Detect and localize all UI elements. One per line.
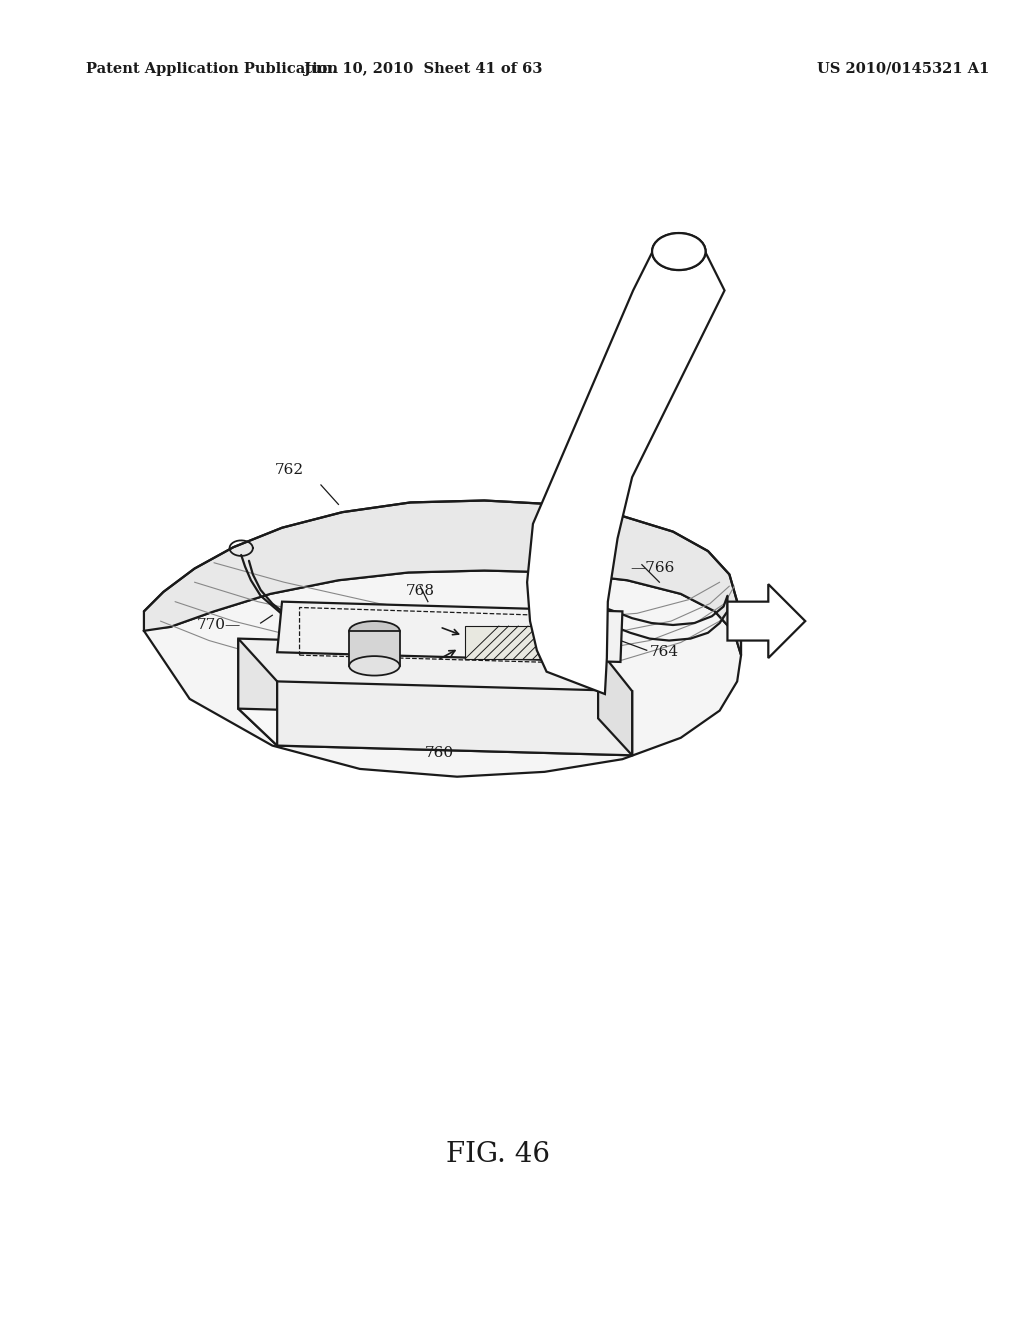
- Polygon shape: [727, 585, 805, 659]
- Text: —766: —766: [630, 561, 675, 574]
- Text: 768: 768: [406, 585, 434, 598]
- Polygon shape: [239, 709, 632, 755]
- Text: FIG. 46: FIG. 46: [445, 1140, 550, 1168]
- Text: 762: 762: [274, 463, 303, 477]
- Ellipse shape: [652, 234, 706, 271]
- Polygon shape: [734, 602, 741, 655]
- Text: Patent Application Publication: Patent Application Publication: [86, 62, 338, 75]
- Ellipse shape: [349, 622, 399, 640]
- Polygon shape: [465, 626, 543, 659]
- Text: Jun. 10, 2010  Sheet 41 of 63: Jun. 10, 2010 Sheet 41 of 63: [304, 62, 543, 75]
- Text: 760: 760: [425, 746, 454, 759]
- Ellipse shape: [652, 234, 706, 271]
- Text: 770—: 770—: [197, 618, 242, 632]
- Text: 764: 764: [649, 645, 679, 659]
- Polygon shape: [144, 500, 737, 632]
- Polygon shape: [598, 648, 632, 755]
- Text: US 2010/0145321 A1: US 2010/0145321 A1: [817, 62, 989, 75]
- Ellipse shape: [349, 656, 399, 676]
- Polygon shape: [278, 681, 632, 755]
- Polygon shape: [144, 570, 741, 776]
- Polygon shape: [349, 631, 399, 665]
- Polygon shape: [239, 639, 278, 746]
- Polygon shape: [278, 602, 623, 661]
- Polygon shape: [527, 252, 725, 694]
- Polygon shape: [239, 639, 598, 718]
